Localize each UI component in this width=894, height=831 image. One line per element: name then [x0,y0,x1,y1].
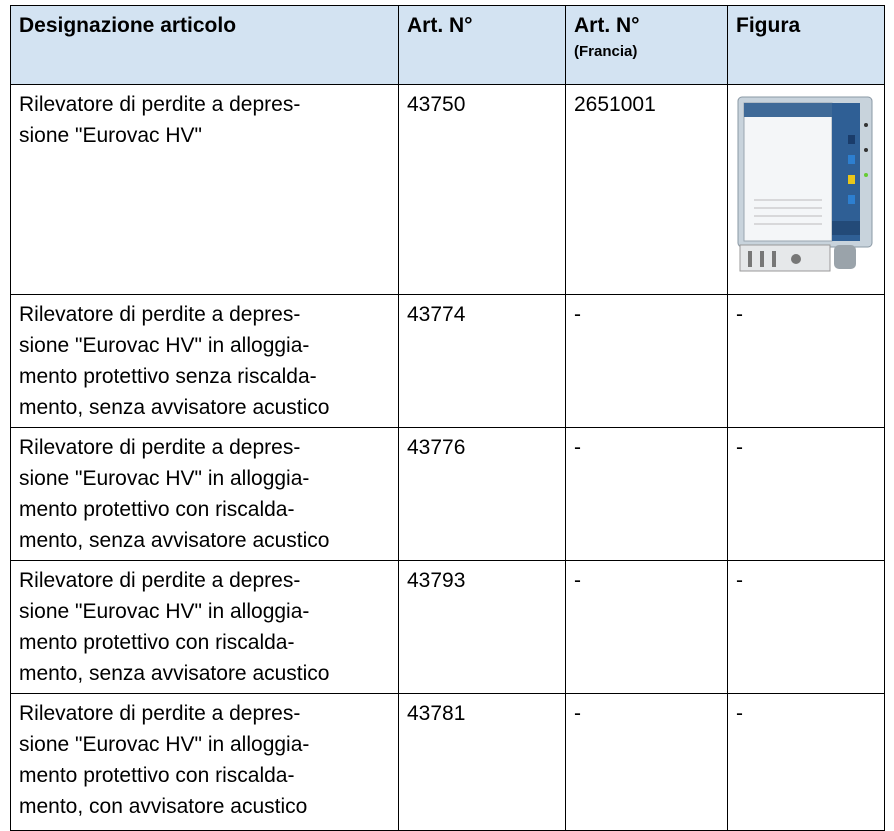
cell: 43793 [398,560,566,694]
text-line: sione "Eurovac HV" in alloggia- [19,334,310,357]
header-cell: Designazione articolo [10,5,399,85]
text-line: Rilevatore di perdite a depres- [19,93,301,116]
text-line: Rilevatore di perdite a depres- [19,569,301,592]
cell: - [565,560,728,694]
text-line: mento protettivo con riscalda- [19,764,295,787]
text-line: sione "Eurovac HV" in alloggia- [19,600,310,623]
cell: 43781 [398,693,566,831]
cell: 43776 [398,427,566,561]
text-line: mento protettivo senza riscalda- [19,365,317,388]
text-line: Rilevatore di perdite a depres- [19,436,301,459]
text-line: sione "Eurovac HV" in alloggia- [19,733,310,756]
text-line: Rilevatore di perdite a depres- [19,303,301,326]
header-note: (Francia) [574,43,638,60]
text-line: mento, senza avvisatore acustico [19,529,330,552]
cell: 43750 [398,84,566,295]
row: Rilevatore di perdite a depres-sione "Eu… [10,84,885,295]
text-line: sione "Eurovac HV" [19,124,202,147]
designation-cell: Rilevatore di perdite a depres-sione "Eu… [10,560,399,694]
text-line: mento protettivo con riscalda- [19,498,295,521]
header-cell: Art. N° [398,5,566,85]
header-row: Designazione articolo Art. N° Art. N° (Fr… [10,5,885,85]
row: Rilevatore di perdite a depres-sione "Eu… [10,560,885,694]
designation-cell: Rilevatore di perdite a depres-sione "Eu… [10,84,399,295]
header-text: Art. N° [574,14,640,37]
text-line: mento, senza avvisatore acustico [19,396,330,419]
designation-cell: Rilevatore di perdite a depres-sione "Eu… [10,427,399,561]
figure-cell [727,84,885,295]
cell: - [565,427,728,561]
product-table: Designazione articolo Art. N° Art. N° (Fr… [10,5,885,831]
figure-cell: - [727,560,885,694]
text-line: mento protettivo con riscalda- [19,631,295,654]
product-image [737,96,873,272]
row: Rilevatore di perdite a depres-sione "Eu… [10,427,885,561]
figure-cell: - [727,427,885,561]
figure-cell: - [727,294,885,428]
text-line: mento, senza avvisatore acustico [19,662,330,685]
cell: 43774 [398,294,566,428]
page: Designazione articolo Art. N° Art. N° (Fr… [10,5,885,831]
cell: 2651001 [565,84,728,295]
header-cell: Figura [727,5,885,85]
row: Rilevatore di perdite a depres-sione "Eu… [10,294,885,428]
text-line: mento, con avvisatore acustico [19,795,308,818]
text-line: sione "Eurovac HV" in alloggia- [19,467,310,490]
text-line: Rilevatore di perdite a depres- [19,702,301,725]
designation-cell: Rilevatore di perdite a depres-sione "Eu… [10,294,399,428]
header-cell: Art. N° (Francia) [565,5,728,85]
cell: - [565,294,728,428]
figure-cell: - [727,693,885,831]
